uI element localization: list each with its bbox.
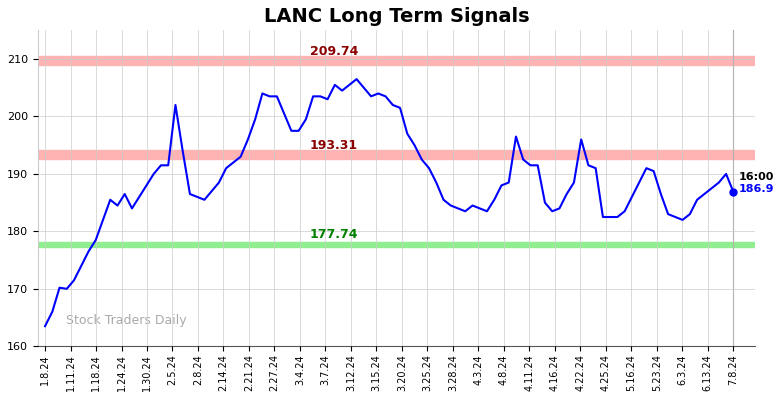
Text: 186.9: 186.9 [739,184,775,194]
Text: 193.31: 193.31 [310,139,358,152]
Text: 16:00: 16:00 [739,172,775,182]
Bar [38,56,755,65]
Text: 209.74: 209.74 [310,45,358,58]
Text: Stock Traders Daily: Stock Traders Daily [67,314,187,327]
Title: LANC Long Term Signals: LANC Long Term Signals [263,7,529,26]
Bar [38,242,755,247]
Text: 177.74: 177.74 [310,228,358,242]
Bar [38,150,755,160]
